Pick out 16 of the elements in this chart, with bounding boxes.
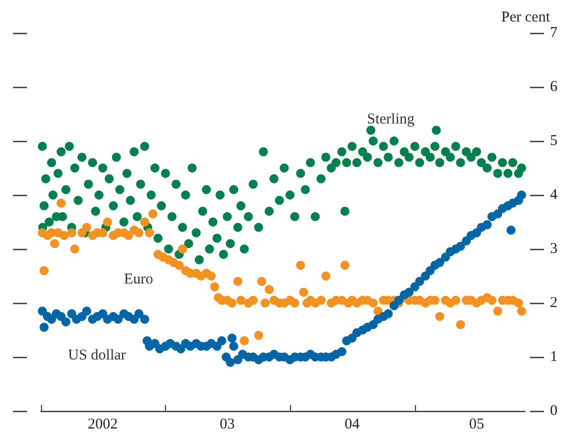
y-tick-label: 6 [550, 79, 558, 95]
y-tick-label: 0 [550, 403, 558, 419]
x-tick-label: 04 [344, 416, 360, 432]
y-tick-label: 5 [550, 133, 558, 149]
x-tick-label: 03 [220, 416, 235, 432]
y-axis-title: Per cent [501, 10, 551, 26]
y-tick-label: 3 [550, 241, 558, 257]
series-label: Sterling [367, 112, 415, 128]
series-label: US dollar [68, 348, 126, 364]
x-tick-label: 05 [469, 416, 484, 432]
y-tick-label: 1 [550, 349, 558, 365]
series-label: Euro [124, 272, 154, 288]
x-tick-label: 2002 [88, 416, 118, 432]
y-tick-label: 4 [550, 187, 558, 203]
y-tick-label: 7 [550, 25, 558, 41]
y-tick-label: 2 [550, 295, 558, 311]
